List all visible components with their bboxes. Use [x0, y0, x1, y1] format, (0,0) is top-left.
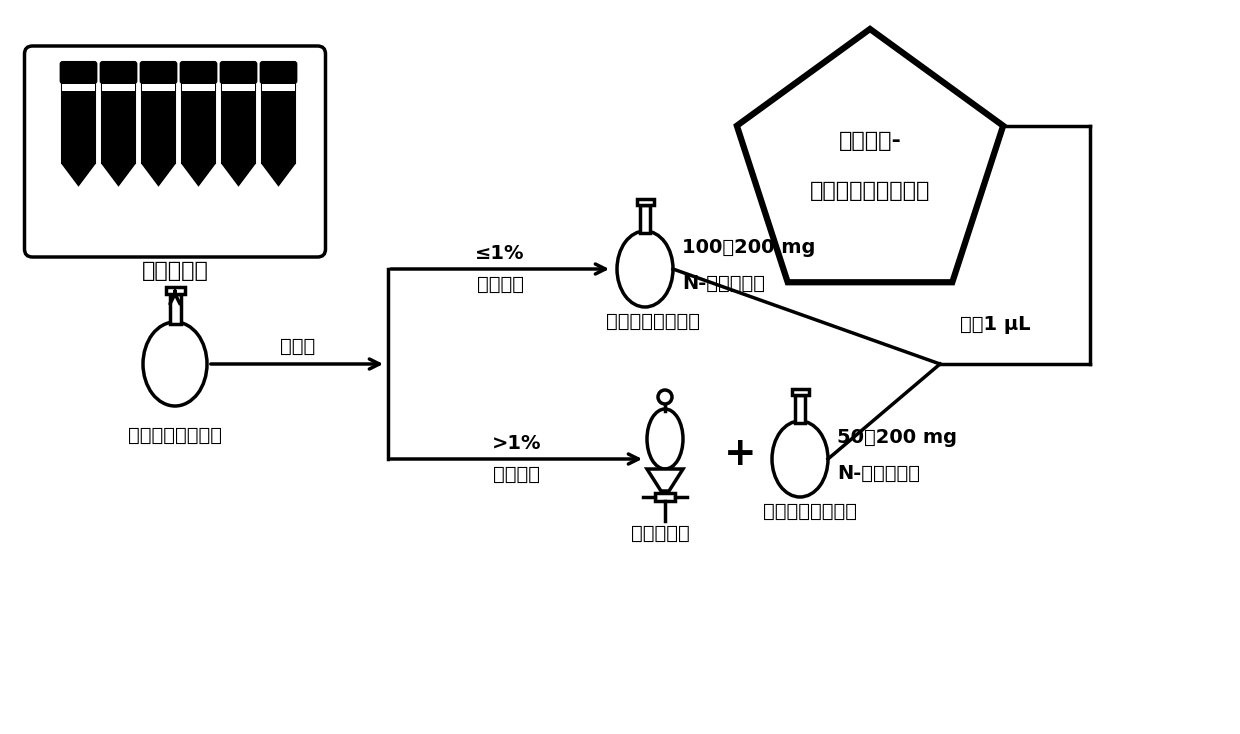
Polygon shape [262, 163, 295, 185]
Polygon shape [222, 84, 255, 91]
Polygon shape [170, 294, 181, 324]
Polygon shape [640, 205, 650, 233]
Text: 电子捕获检测器检测: 电子捕获检测器检测 [810, 181, 930, 201]
Ellipse shape [658, 390, 672, 404]
Polygon shape [182, 84, 215, 91]
Polygon shape [143, 163, 175, 185]
FancyBboxPatch shape [140, 62, 176, 83]
Text: ≤1%: ≤1% [475, 244, 525, 263]
FancyBboxPatch shape [181, 62, 216, 83]
Polygon shape [647, 469, 683, 491]
Polygon shape [62, 163, 95, 185]
Polygon shape [102, 163, 135, 185]
Polygon shape [182, 81, 215, 163]
Text: N-丙基乙二胺: N-丙基乙二胺 [837, 464, 920, 483]
Polygon shape [165, 287, 185, 294]
Polygon shape [182, 163, 215, 185]
Ellipse shape [773, 421, 828, 497]
Text: 超声波萃取: 超声波萃取 [141, 261, 208, 281]
Text: 一步净化: 一步净化 [476, 275, 523, 294]
Polygon shape [737, 29, 1003, 283]
Polygon shape [102, 81, 135, 163]
Text: 气相色谱-: 气相色谱- [838, 131, 901, 151]
Text: N-丙基乙二胺: N-丙基乙二胺 [682, 274, 765, 293]
FancyBboxPatch shape [61, 62, 97, 83]
Text: 分散固相萃取净化: 分散固相萃取净化 [606, 312, 701, 331]
Polygon shape [62, 81, 95, 163]
Polygon shape [262, 84, 295, 91]
FancyBboxPatch shape [25, 46, 325, 257]
FancyBboxPatch shape [260, 62, 296, 83]
Text: 浓硫酸净化: 浓硫酸净化 [631, 524, 689, 543]
Polygon shape [262, 81, 295, 163]
Polygon shape [791, 389, 808, 395]
Text: 50～200 mg: 50～200 mg [837, 428, 957, 447]
Ellipse shape [647, 409, 683, 469]
Text: 脂含量: 脂含量 [280, 337, 316, 356]
Polygon shape [655, 493, 675, 501]
Polygon shape [222, 81, 255, 163]
Polygon shape [143, 81, 175, 163]
FancyBboxPatch shape [221, 62, 257, 83]
FancyBboxPatch shape [100, 62, 136, 83]
Text: 进样1 μL: 进样1 μL [960, 315, 1030, 334]
Text: 分散固相萃取净化: 分散固相萃取净化 [763, 502, 857, 521]
Text: >1%: >1% [492, 434, 541, 453]
Polygon shape [62, 84, 95, 91]
Text: 100～200 mg: 100～200 mg [682, 238, 816, 257]
Text: 两步净化: 两步净化 [494, 465, 539, 484]
Text: 浓缩和脂含量测定: 浓缩和脂含量测定 [128, 426, 222, 445]
Polygon shape [222, 163, 255, 185]
Polygon shape [102, 84, 135, 91]
Ellipse shape [143, 322, 207, 406]
Polygon shape [636, 199, 653, 205]
Polygon shape [143, 84, 175, 91]
Text: +: + [724, 435, 756, 473]
Ellipse shape [618, 231, 673, 307]
Polygon shape [795, 395, 805, 423]
